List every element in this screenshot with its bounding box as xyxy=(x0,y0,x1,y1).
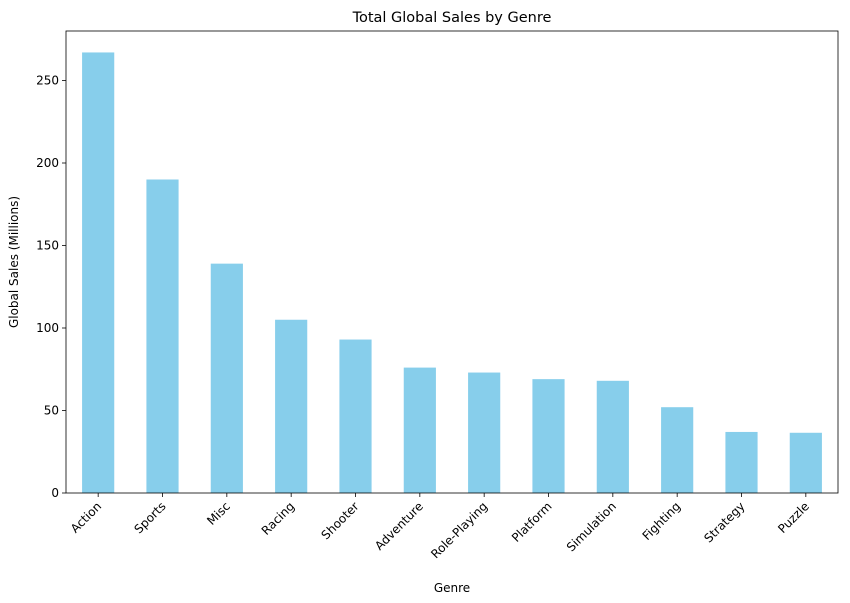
y-tick-label: 0 xyxy=(51,486,59,500)
bar-shooter xyxy=(339,339,372,493)
bars-group xyxy=(82,52,822,493)
bar-fighting xyxy=(661,407,694,493)
bar-adventure xyxy=(403,367,436,493)
y-tick-label: 200 xyxy=(36,156,59,170)
x-axis: Action Sports Misc Racing Shooter Adventure Ro… xyxy=(68,493,812,561)
x-tick-label: Action xyxy=(68,499,104,535)
x-tick-label: Role-Playing xyxy=(428,499,490,561)
x-tick-label: Racing xyxy=(259,499,298,538)
plot-frame xyxy=(65,30,839,494)
bar-racing xyxy=(275,319,308,493)
bar-platform xyxy=(532,379,565,493)
bar-sports xyxy=(146,179,179,493)
x-tick-label: Adventure xyxy=(372,499,426,553)
y-axis-label: Global Sales (Millions) xyxy=(7,196,21,328)
x-tick-label: Puzzle xyxy=(775,499,812,536)
x-tick-label: Fighting xyxy=(640,499,684,543)
x-axis-label: Genre xyxy=(434,581,470,595)
bar-action xyxy=(82,52,115,493)
x-tick-label: Strategy xyxy=(701,499,747,545)
y-tick-label: 150 xyxy=(36,239,59,253)
bar-simulation xyxy=(596,380,629,493)
x-tick-label: Sports xyxy=(132,499,169,536)
chart-title: Total Global Sales by Genre xyxy=(352,10,552,26)
x-tick-label: Misc xyxy=(204,499,233,528)
y-tick-label: 50 xyxy=(44,404,59,418)
bar-puzzle xyxy=(789,432,822,493)
y-tick-label: 100 xyxy=(36,321,59,335)
bar-misc xyxy=(210,263,243,493)
x-tick-label: Simulation xyxy=(564,499,619,554)
bar-role-playing xyxy=(468,372,501,493)
bar-strategy xyxy=(725,431,758,493)
y-axis: 0 50 100 150 200 250 xyxy=(36,74,66,500)
y-tick-label: 250 xyxy=(36,74,59,88)
x-tick-label: Platform xyxy=(509,499,555,545)
x-tick-label: Shooter xyxy=(319,499,362,542)
